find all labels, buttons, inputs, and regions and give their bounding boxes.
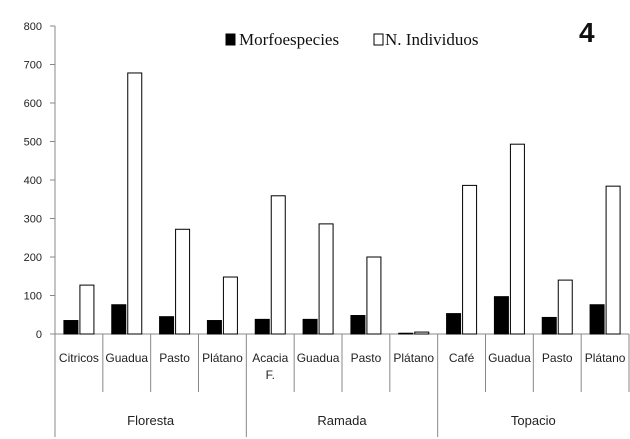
bar-morfoespecies <box>493 296 509 335</box>
legend-swatch-individuos <box>373 33 384 46</box>
bar-morfoespecies <box>206 320 222 335</box>
category-label: Café <box>449 351 475 365</box>
bar-morfoespecies <box>159 316 175 335</box>
bar-individuos <box>509 143 525 335</box>
bar-morfoespecies <box>541 316 557 335</box>
category-label: Pasto <box>542 351 573 365</box>
chart-bars <box>63 72 621 335</box>
bar-individuos <box>222 276 238 335</box>
legend-swatch-morfoespecies <box>225 33 236 46</box>
category-label: Plátano <box>393 351 434 365</box>
y-tick-label: 400 <box>24 175 42 187</box>
category-label: Pasto <box>159 351 190 365</box>
bar-individuos <box>318 223 334 335</box>
legend-label-individuos: N. Individuos <box>385 30 479 49</box>
bar-individuos <box>175 228 191 335</box>
group-label: Floresta <box>127 413 175 428</box>
bar-individuos <box>270 195 286 335</box>
panel-label: 4 <box>579 17 595 48</box>
group-label: Topacio <box>511 413 556 428</box>
bar-individuos <box>557 279 573 335</box>
bar-morfoespecies <box>302 318 318 335</box>
bar-morfoespecies <box>446 313 462 335</box>
category-label: Guadua <box>297 351 340 365</box>
category-label: Guadua <box>488 351 531 365</box>
bar-individuos <box>414 331 430 335</box>
y-tick-label: 800 <box>24 21 42 33</box>
category-label: Acacia <box>252 351 288 365</box>
y-tick-label: 700 <box>24 60 42 72</box>
y-tick-label: 0 <box>36 329 42 341</box>
bar-morfoespecies <box>111 304 127 335</box>
bar-morfoespecies <box>350 315 366 335</box>
bar-morfoespecies <box>63 320 79 335</box>
category-label: Plátano <box>202 351 243 365</box>
y-tick-label: 500 <box>24 137 42 149</box>
chart-axes <box>50 25 630 437</box>
y-tick-label: 300 <box>24 214 42 226</box>
chart-labels: 0 100 200 300 400 500 600 700 800 Floresta Ramada T… <box>24 21 626 428</box>
group-label: Ramada <box>317 413 367 428</box>
chart-legend: Morfoespecies N. Individuos <box>225 30 479 49</box>
category-label: Plátano <box>585 351 626 365</box>
category-label: F. <box>266 368 275 382</box>
bar-individuos <box>127 72 143 335</box>
y-tick-label: 200 <box>24 252 42 264</box>
category-label: Citricos <box>59 351 99 365</box>
bar-morfoespecies <box>398 332 414 335</box>
bar-individuos <box>79 284 95 335</box>
legend-label-morfoespecies: Morfoespecies <box>239 30 339 49</box>
y-tick-label: 600 <box>24 98 42 110</box>
y-tick-label: 100 <box>24 291 42 303</box>
bar-morfoespecies <box>589 304 605 335</box>
bar-morfoespecies <box>254 318 270 335</box>
bar-individuos <box>462 184 478 335</box>
bar-individuos <box>366 256 382 335</box>
bar-individuos <box>605 185 621 335</box>
category-label: Pasto <box>351 351 382 365</box>
category-label: Guadua <box>105 351 148 365</box>
